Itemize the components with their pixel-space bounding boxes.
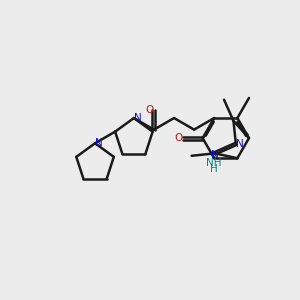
Text: N: N	[211, 150, 219, 160]
Text: O: O	[146, 105, 154, 115]
Text: NH: NH	[206, 158, 222, 168]
Text: N: N	[236, 139, 243, 149]
Text: O: O	[174, 133, 183, 143]
Text: N: N	[134, 113, 141, 123]
Text: H: H	[210, 164, 218, 175]
Text: N: N	[95, 138, 103, 148]
